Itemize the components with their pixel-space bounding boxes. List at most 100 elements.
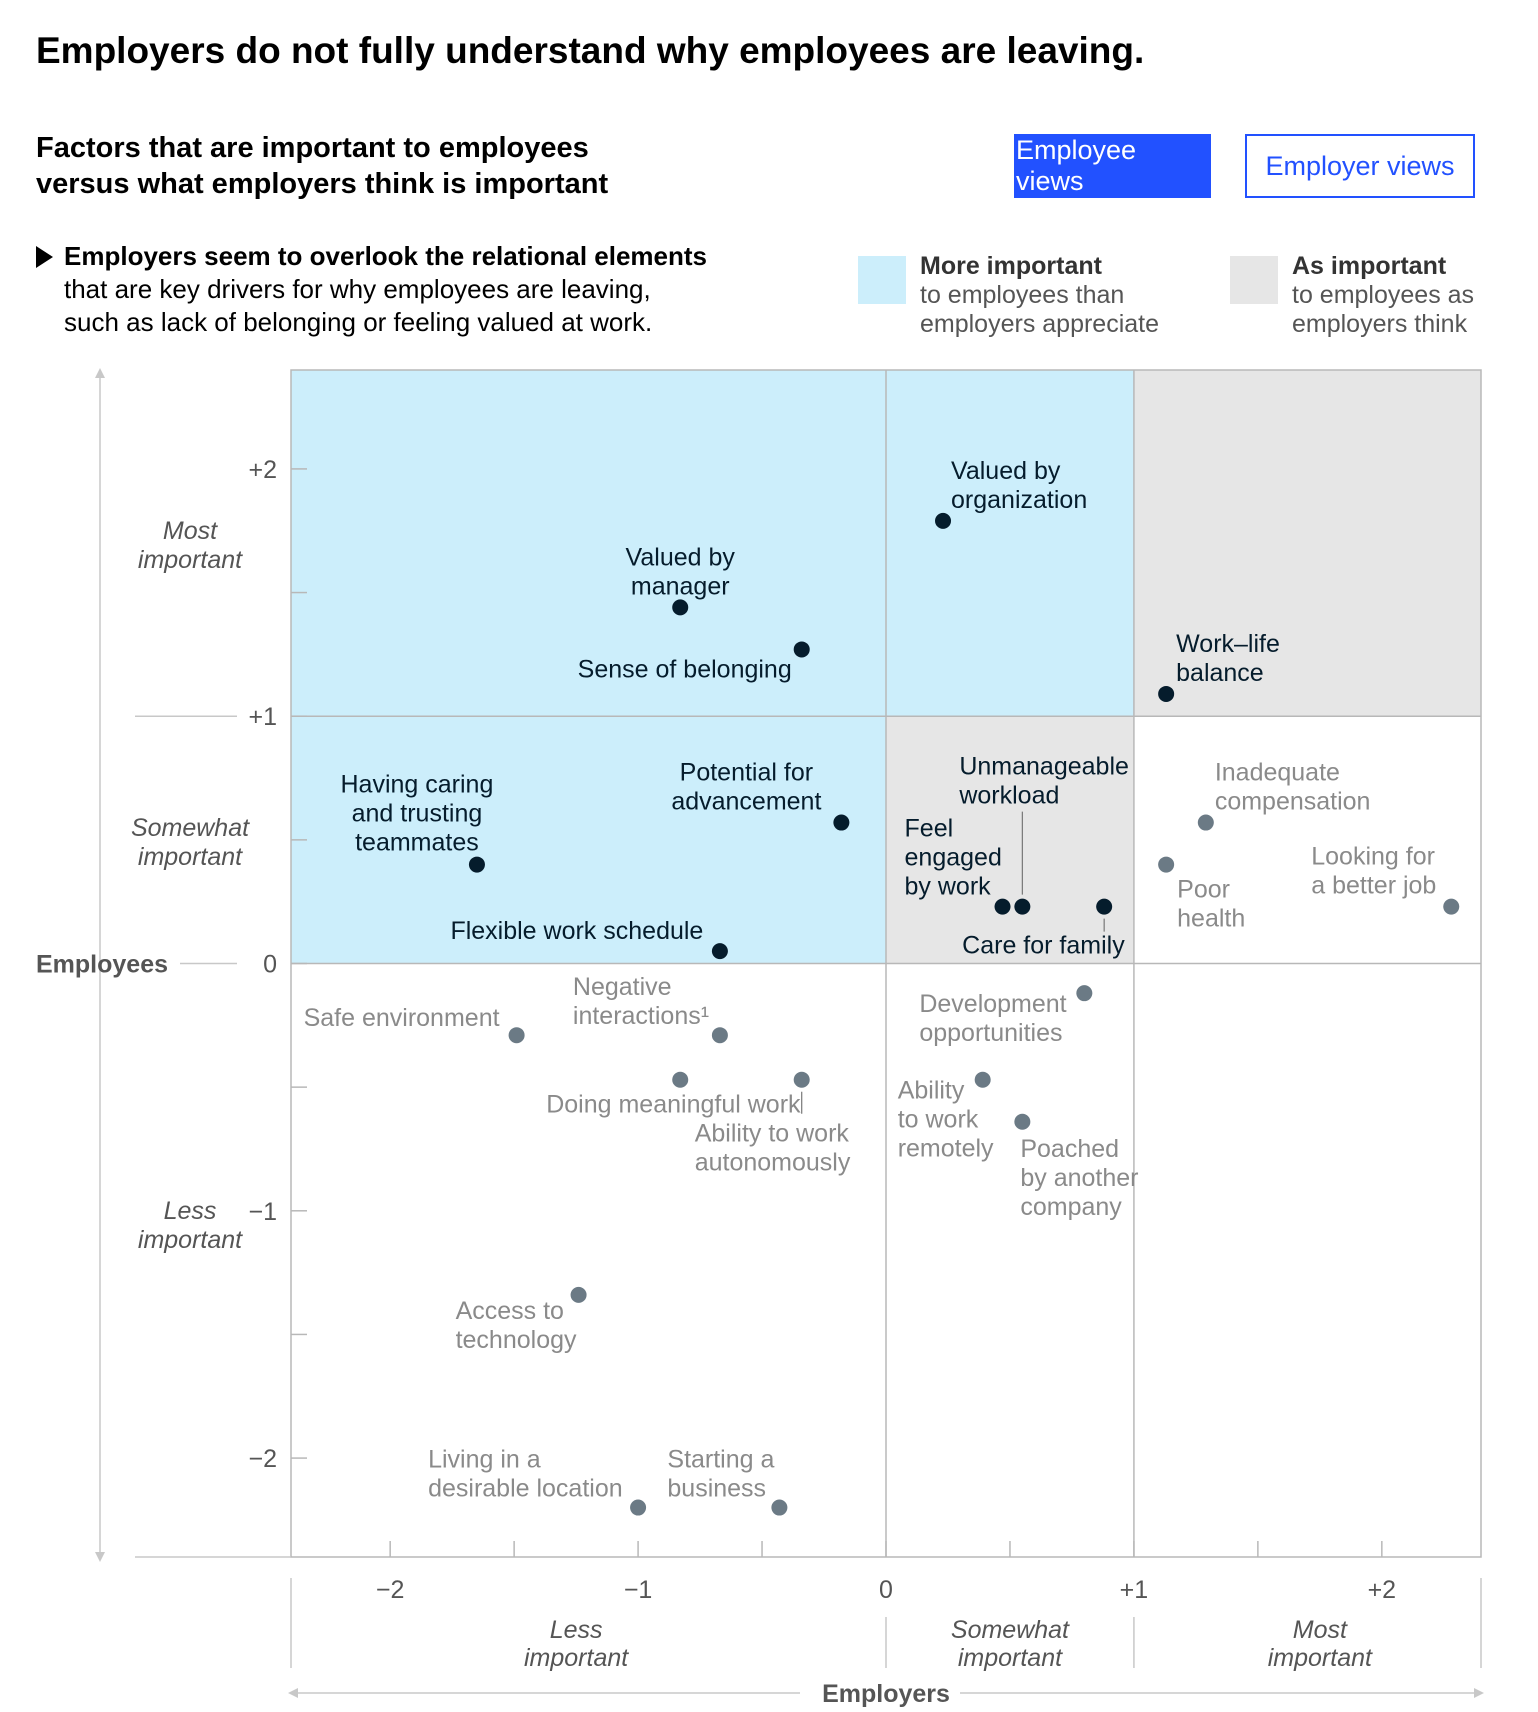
point-label-unmanageable-workload: Unmanageable xyxy=(959,753,1129,781)
point-label-poor-health: Poor xyxy=(1177,876,1230,904)
y-axis-arrow-up-icon xyxy=(95,368,105,378)
point-work-life-balance xyxy=(1158,685,1175,702)
x-category-label: important xyxy=(524,1644,629,1672)
point-label-poached-by-another-company: company xyxy=(1020,1193,1122,1221)
point-label-having-caring-and-trusting-teammates: and trusting xyxy=(352,800,483,828)
point-label-development-opportunities: opportunities xyxy=(919,1019,1062,1047)
point-label-ability-to-work-remotely: Ability xyxy=(898,1077,965,1105)
point-living-in-a-desirable-location xyxy=(630,1499,647,1516)
legend-more-title: More important xyxy=(920,252,1102,280)
point-label-work-life-balance: balance xyxy=(1176,659,1264,687)
insight-line-3: such as lack of belonging or feeling val… xyxy=(64,307,653,337)
point-label-valued-by-manager: manager xyxy=(631,572,730,600)
point-label-feel-engaged-by-work: engaged xyxy=(905,844,1002,872)
point-label-ability-to-work-remotely: remotely xyxy=(898,1135,994,1163)
point-label-looking-for-a-better-job: a better job xyxy=(1311,872,1436,900)
legend-as-line1: to employees as xyxy=(1292,281,1475,309)
point-having-caring-and-trusting-teammates xyxy=(468,856,485,873)
x-axis-title: Employers xyxy=(822,1680,950,1708)
y-category-label: Most xyxy=(163,517,218,545)
point-label-negative-interactions: interactions¹ xyxy=(573,1002,709,1030)
point-label-access-to-technology: technology xyxy=(456,1326,577,1354)
point-looking-for-a-better-job xyxy=(1443,898,1460,915)
point-label-valued-by-organization: organization xyxy=(951,486,1087,514)
region-as-3 xyxy=(1133,370,1481,717)
chart-subtitle: Factors that are important to employees … xyxy=(36,130,736,202)
point-negative-interactions xyxy=(711,1027,728,1044)
y-tick-label: −2 xyxy=(248,1445,277,1473)
y-tick-label: −1 xyxy=(248,1198,277,1226)
point-safe-environment xyxy=(508,1027,525,1044)
legend-as-title: As important xyxy=(1292,252,1447,280)
y-category-label: Less xyxy=(164,1197,217,1225)
point-label-inadequate-compensation: Inadequate xyxy=(1215,759,1340,787)
point-valued-by-organization xyxy=(935,512,952,529)
region-more-0 xyxy=(291,370,886,964)
point-ability-to-work-autonomously xyxy=(793,1071,810,1088)
employer-views-button[interactable]: Employer views xyxy=(1245,134,1475,198)
x-tick-label: +2 xyxy=(1368,1576,1397,1604)
point-label-flexible-work-schedule: Flexible work schedule xyxy=(450,917,703,945)
point-label-living-in-a-desirable-location: desirable location xyxy=(428,1475,623,1503)
x-category-label: Less xyxy=(550,1616,603,1644)
legend-more-line1: to employees than xyxy=(920,281,1125,309)
point-label-ability-to-work-remotely: to work xyxy=(898,1106,979,1134)
x-category-label: important xyxy=(958,1644,1063,1672)
point-label-starting-a-business: business xyxy=(667,1475,766,1503)
employee-views-button[interactable]: Employee views xyxy=(1014,134,1211,198)
point-label-ability-to-work-autonomously: autonomously xyxy=(695,1149,851,1177)
legend-as-important: As important to employees as employers t… xyxy=(1292,252,1474,339)
point-label-valued-by-organization: Valued by xyxy=(951,457,1061,485)
point-label-negative-interactions: Negative xyxy=(573,973,672,1001)
region-more-1 xyxy=(886,370,1134,717)
point-label-feel-engaged-by-work: Feel xyxy=(905,815,954,843)
y-axis-arrow-down-icon xyxy=(95,1552,105,1562)
point-potential-for-advancement xyxy=(833,814,850,831)
point-doing-meaningful-work xyxy=(672,1071,689,1088)
x-axis-arrow-right-icon xyxy=(1474,1688,1484,1698)
legend-more-line2: employers appreciate xyxy=(920,310,1160,338)
point-starting-a-business xyxy=(771,1499,788,1516)
x-category-label: Most xyxy=(1293,1616,1348,1644)
insight-headline: Employers seem to overlook the relationa… xyxy=(64,241,708,271)
point-sense-of-belonging xyxy=(793,641,810,658)
point-ability-to-work-remotely xyxy=(974,1071,991,1088)
point-label-sense-of-belonging: Sense of belonging xyxy=(578,655,792,683)
legend-as-line2: employers think xyxy=(1292,310,1468,338)
point-label-potential-for-advancement: Potential for xyxy=(680,759,813,787)
legend-more-important: More important to employees than employe… xyxy=(920,252,1159,339)
point-label-unmanageable-workload: workload xyxy=(958,782,1059,810)
point-label-valued-by-manager: Valued by xyxy=(626,543,736,571)
point-label-access-to-technology: Access to xyxy=(456,1297,564,1325)
x-tick-label: 0 xyxy=(879,1576,893,1604)
point-label-care-for-family: Care for family xyxy=(962,932,1125,960)
triangle-right-icon xyxy=(36,246,53,268)
point-label-having-caring-and-trusting-teammates: Having caring xyxy=(341,771,494,799)
y-tick-label: +2 xyxy=(248,456,277,484)
page-title: Employers do not fully understand why em… xyxy=(36,30,1145,71)
point-inadequate-compensation xyxy=(1197,814,1214,831)
legend-swatch-more-important xyxy=(858,256,906,304)
region-as-2 xyxy=(886,716,1134,964)
point-valued-by-manager xyxy=(672,599,689,616)
point-label-starting-a-business: Starting a xyxy=(667,1446,774,1474)
subtitle-line-1: Factors that are important to employees xyxy=(36,132,589,164)
point-poached-by-another-company xyxy=(1014,1113,1031,1130)
point-flexible-work-schedule xyxy=(711,943,728,960)
point-label-work-life-balance: Work–life xyxy=(1176,630,1280,658)
y-category-label: important xyxy=(138,546,243,574)
point-feel-engaged-by-work xyxy=(994,898,1011,915)
x-axis-arrow-left-icon xyxy=(288,1688,298,1698)
point-label-potential-for-advancement: advancement xyxy=(671,788,821,816)
point-label-looking-for-a-better-job: Looking for xyxy=(1311,843,1435,871)
y-tick-label: 0 xyxy=(263,951,277,979)
point-label-having-caring-and-trusting-teammates: teammates xyxy=(355,829,479,857)
point-label-poached-by-another-company: by another xyxy=(1020,1164,1138,1192)
point-care-for-family xyxy=(1096,898,1113,915)
insight-callout: Employers seem to overlook the relationa… xyxy=(36,240,756,339)
point-label-ability-to-work-autonomously: Ability to work xyxy=(695,1120,850,1148)
point-label-doing-meaningful-work: Doing meaningful work xyxy=(546,1091,801,1119)
point-unmanageable-workload xyxy=(1014,898,1031,915)
subtitle-line-2: versus what employers think is important xyxy=(36,168,609,200)
